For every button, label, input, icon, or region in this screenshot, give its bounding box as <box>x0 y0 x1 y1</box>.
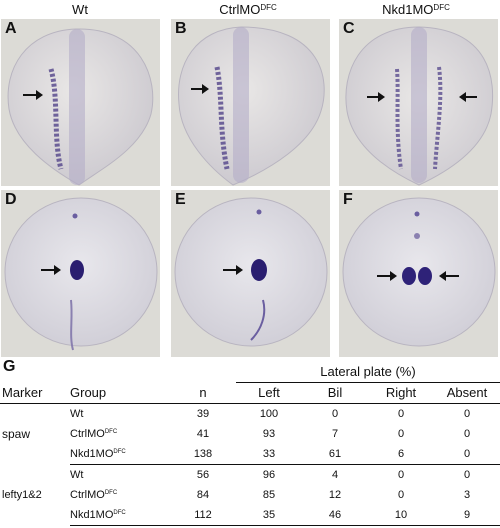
image-panel-e: E <box>171 190 330 357</box>
right-cell: 0 <box>397 488 405 501</box>
arrow-icon <box>459 92 466 102</box>
arrow-icon <box>54 265 61 275</box>
header-row: Marker Group n Left Bil Right Absent <box>0 382 500 404</box>
group-cell: CtrlMO <box>70 488 105 501</box>
panel-label-g: G <box>3 358 16 375</box>
column-title-text: Nkd1MO <box>382 2 434 17</box>
n-cell: 41 <box>196 427 210 440</box>
arrow-icon <box>236 265 243 275</box>
group-sup: DFC <box>113 509 126 516</box>
table-row: CtrlMODFC 41 93 7 0 0 <box>0 424 500 444</box>
group-sup: DFC <box>104 428 118 435</box>
bil-cell: 46 <box>302 504 368 526</box>
n-cell: 39 <box>196 407 210 420</box>
panel-label: A <box>5 20 17 37</box>
embryo-image <box>7 28 154 186</box>
left-cell: 85 <box>262 488 276 501</box>
right-cell: 0 <box>397 468 405 481</box>
panel-label: C <box>343 20 355 37</box>
bil-header: Bil <box>302 382 368 404</box>
table-row: lefty1&2 Wt 56 96 4 0 0 <box>0 464 500 501</box>
bil-cell: 4 <box>331 468 339 481</box>
arrow-icon <box>36 90 43 100</box>
marker-cell: spaw <box>2 426 31 441</box>
group-header: Group <box>70 382 170 404</box>
image-panel-f: F <box>339 190 498 357</box>
embryo-image <box>174 197 328 347</box>
absent-cell: 0 <box>463 427 471 440</box>
absent-cell: 0 <box>463 468 471 481</box>
marker-cell: lefty1&2 <box>2 488 42 501</box>
bil-cell: 7 <box>331 427 339 440</box>
bil-cell: 61 <box>302 443 368 465</box>
table-row: Nkd1MODFC 138 33 61 6 0 <box>0 443 500 465</box>
left-cell: 33 <box>236 443 302 465</box>
image-panel-a: A <box>1 19 160 186</box>
left-cell: 93 <box>262 427 276 440</box>
left-cell: 96 <box>262 468 276 481</box>
bil-cell: 0 <box>331 407 339 420</box>
group-cell: Wt <box>70 468 84 481</box>
absent-cell: 9 <box>434 504 500 526</box>
results-table: Lateral plate (%) Marker Group n Left Bi… <box>0 362 500 526</box>
n-cell: 56 <box>196 468 210 481</box>
embryo-image <box>4 197 158 351</box>
group-sup: DFC <box>113 448 126 455</box>
panel-label: E <box>175 191 186 208</box>
group-cell: CtrlMO <box>70 427 105 440</box>
absent-cell: 0 <box>434 443 500 465</box>
arrow-icon <box>202 84 209 94</box>
n-cell: 112 <box>170 504 236 526</box>
right-cell: 6 <box>368 443 434 465</box>
absent-cell: 0 <box>463 407 471 420</box>
right-cell: 0 <box>397 407 405 420</box>
panel-label: B <box>175 20 187 37</box>
table-row: Nkd1MODFC 112 35 46 10 9 <box>0 504 500 526</box>
left-cell: 100 <box>259 407 279 420</box>
image-panel-c: C <box>339 19 498 186</box>
image-panel-d: D <box>1 190 160 357</box>
image-panel-b: B <box>171 19 330 186</box>
column-title-ctrlmo: CtrlMODFC <box>168 2 328 17</box>
lateral-plate-header: Lateral plate (%) <box>236 362 500 383</box>
column-title-text: CtrlMO <box>219 2 261 17</box>
table-row: spaw Wt 39 100 0 0 0 <box>0 403 500 441</box>
panel-label: D <box>5 191 17 208</box>
group-cell: Wt <box>70 407 84 420</box>
embryo-image <box>345 26 494 186</box>
right-cell: 0 <box>397 427 405 440</box>
embryo-image <box>178 26 325 186</box>
table-row: CtrlMODFC 84 85 12 0 3 <box>0 485 500 505</box>
right-cell: 10 <box>368 504 434 526</box>
right-header: Right <box>368 382 434 404</box>
arrow-icon <box>439 271 446 281</box>
absent-header: Absent <box>434 382 500 404</box>
left-cell: 35 <box>236 504 302 526</box>
group-cell: Nkd1MO <box>70 447 114 460</box>
n-header: n <box>170 382 236 404</box>
embryo-image <box>342 197 496 347</box>
column-title-sup: DFC <box>433 3 450 12</box>
column-title-text: Wt <box>72 2 88 17</box>
absent-cell: 3 <box>463 488 471 501</box>
arrow-icon <box>378 92 385 102</box>
column-title-nkd1mo: Nkd1MODFC <box>336 2 496 17</box>
arrow-icon <box>390 271 397 281</box>
header-group-row: Lateral plate (%) <box>0 362 500 383</box>
column-title-wt: Wt <box>0 2 160 17</box>
n-cell: 138 <box>170 443 236 465</box>
marker-header: Marker <box>0 382 70 404</box>
n-cell: 84 <box>196 488 210 501</box>
panel-label: F <box>343 191 353 208</box>
bil-cell: 12 <box>328 488 342 501</box>
group-sup: DFC <box>104 489 118 496</box>
group-cell: Nkd1MO <box>70 508 114 521</box>
left-header: Left <box>236 382 302 404</box>
column-title-sup: DFC <box>260 3 277 12</box>
